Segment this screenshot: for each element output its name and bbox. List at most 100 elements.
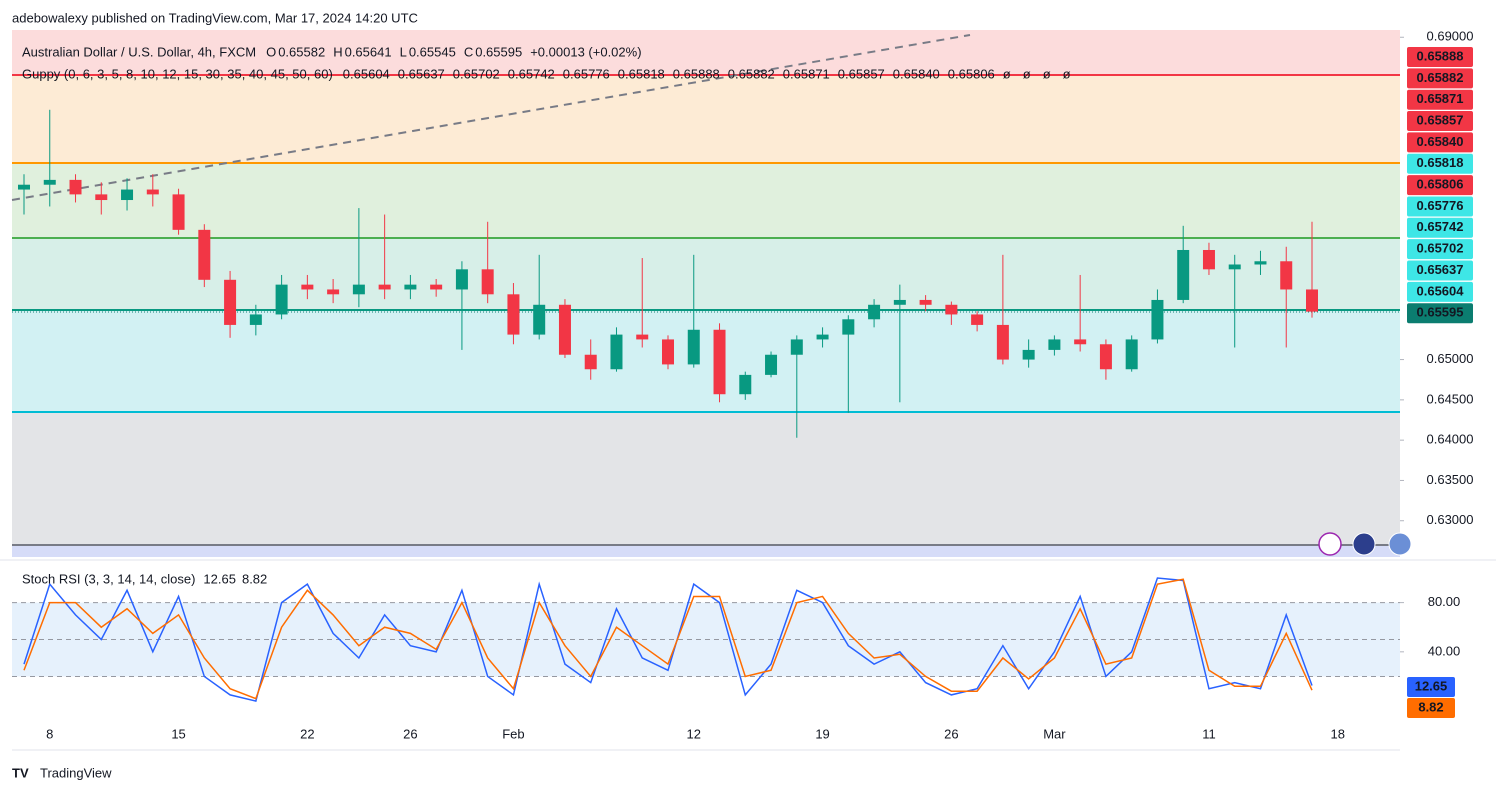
zone [12,310,1400,412]
price-label-box [1407,89,1473,110]
x-tick-label: 18 [1331,726,1345,741]
price-label-box [1407,111,1473,132]
candle-body [275,284,288,315]
y-tick-label: 0.65000 [1427,351,1474,366]
legend-text: Guppy (0, 6, 3, 5, 8, 10, 12, 15, 30, 35… [22,66,333,81]
y-tick-label: 0.64500 [1427,391,1474,406]
candle-body [1125,339,1138,370]
candle-body [1022,349,1035,360]
price-label-box [1407,47,1473,67]
legend-text: 0.65604 [343,66,390,81]
y-tick-label: 0.69000 [1427,29,1474,44]
legend-text: ø [1063,66,1071,81]
price-label-box [1407,217,1473,238]
candle-body [1074,339,1087,345]
candle-body [739,374,752,395]
candle-body [687,329,700,365]
x-tick-label: 26 [403,726,417,741]
legend-text: 0.65595 [475,44,522,59]
candle-body [971,314,984,325]
candle-body [919,299,932,305]
candle-body [327,289,340,295]
legend-text: 0.65871 [783,66,830,81]
price-label-box [1407,281,1473,302]
zone [12,75,1400,163]
candle-body [430,284,443,290]
price-label-box [1407,132,1473,153]
candle-body [1254,261,1267,265]
legend-text: 0.65857 [838,66,885,81]
legend-text: 0.65888 [673,66,720,81]
candle-body [172,194,185,230]
candle-body [584,354,597,370]
candle-body [1048,339,1061,350]
candle-body [765,354,778,375]
y-tick-label: 0.63500 [1427,472,1474,487]
series-line [23,577,1313,702]
candle-body [893,299,906,305]
legend-text: C [464,44,473,59]
candle-body [1151,299,1164,340]
y-tick-label: 0.64000 [1427,432,1474,447]
candle-body [713,329,726,395]
value-label-box [1407,698,1455,718]
candle-body [636,334,649,340]
y-tick-label: 80.00 [1428,594,1461,609]
price-label: 0.65637 [1417,262,1464,277]
legend-text: O [266,44,276,59]
x-tick-label: 19 [815,726,829,741]
legend-text: 0.65840 [893,66,940,81]
candle-body [455,269,468,290]
event-icon[interactable] [1318,532,1342,556]
y-tick-label: 40.00 [1428,643,1461,658]
price-label: 0.65840 [1417,134,1464,149]
zone [12,238,1400,310]
price-label: 0.65888 [1417,48,1464,63]
legend-text: 12.65 [203,571,236,586]
x-tick-label: 8 [46,726,53,741]
price-label: 0.65776 [1417,198,1464,213]
x-tick-label: 12 [687,726,701,741]
candle-body [816,334,829,340]
candle-body [868,304,881,320]
candle-body [945,304,958,315]
zone [12,30,1400,75]
legend-text: Australian Dollar / U.S. Dollar, 4h, FXC… [22,44,256,59]
candle-body [1228,264,1241,270]
candle-body [43,179,56,185]
price-label: 0.65604 [1417,283,1465,298]
candle-body [662,339,674,365]
price-label-box [1407,303,1473,324]
price-label: 0.65595 [1417,305,1464,320]
candle-body [1202,249,1215,270]
candle-body [69,179,82,195]
candle-body [224,279,237,325]
candle-body [1099,344,1112,370]
price-label-box [1407,175,1473,196]
candle-body [1280,261,1293,290]
price-label: 0.65857 [1417,112,1464,127]
flag-icon[interactable] [1352,532,1376,556]
x-tick-label: Feb [502,726,524,741]
legend-text: 0.65776 [563,66,610,81]
price-label: 0.65742 [1417,219,1464,234]
x-tick-label: 22 [300,726,314,741]
candle-body [146,189,159,195]
candle-body [249,314,262,325]
candle-body [558,304,571,355]
price-label: 0.65882 [1417,70,1464,85]
legend-text: 0.65702 [453,66,500,81]
price-label-box [1407,196,1473,217]
publisher-line: adebowalexy published on TradingView.com… [12,10,418,25]
candle-body [996,324,1009,360]
legend-text: 0.65742 [508,66,555,81]
x-tick-label: 26 [944,726,958,741]
candle-body [507,294,520,335]
candle-body [18,184,30,190]
legend-text: ø [1023,66,1031,81]
legend-text: 0.65806 [948,66,995,81]
flag-icon[interactable] [1388,532,1412,556]
legend-text: 0.65818 [618,66,665,81]
candle-body [610,334,623,370]
